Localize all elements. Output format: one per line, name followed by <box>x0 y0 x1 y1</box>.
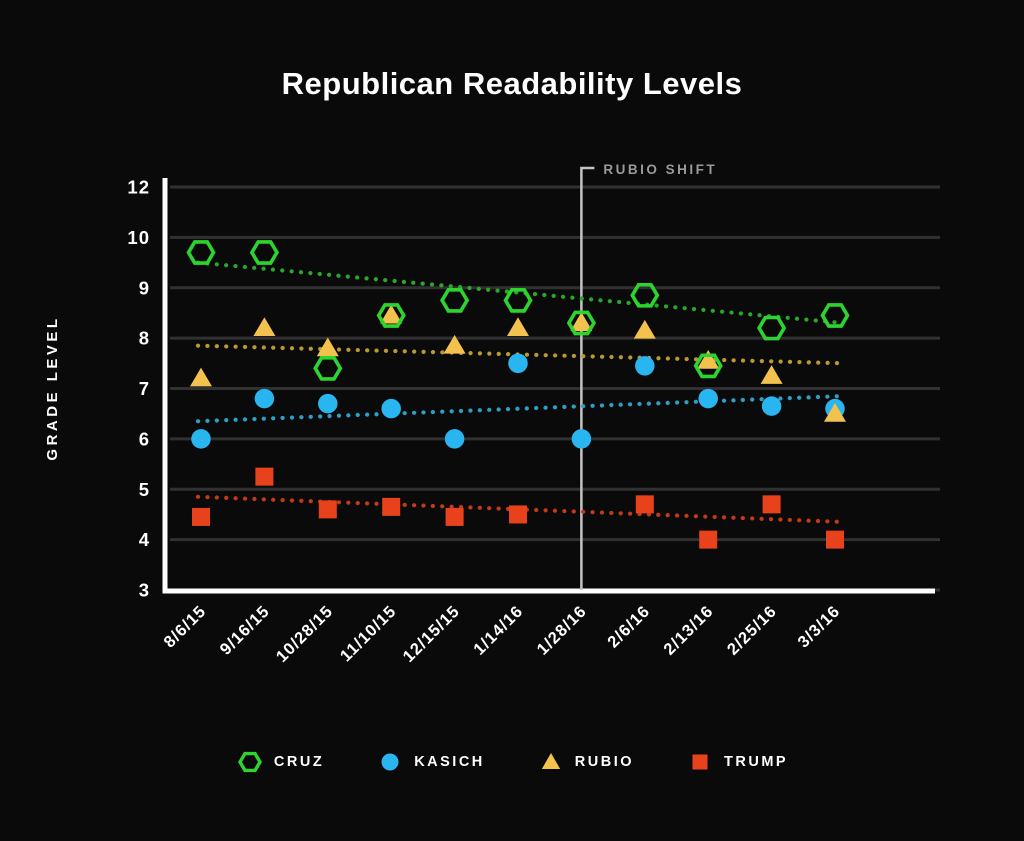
marker-square <box>699 530 718 549</box>
x-tick-label: 1/14/16 <box>470 602 527 659</box>
legend-item-cruz: CRUZ <box>236 750 324 774</box>
x-tick-label: 3/3/16 <box>794 602 843 651</box>
marker-triangle <box>253 317 276 337</box>
x-tick-label: 2/13/16 <box>660 602 717 659</box>
marker-triangle <box>760 365 783 384</box>
marker-square <box>382 497 401 516</box>
x-tick-label: 9/16/15 <box>217 602 274 659</box>
legend-square-glyph <box>692 754 708 770</box>
legend-label: KASICH <box>414 754 485 770</box>
x-tick-label: 12/15/15 <box>400 602 464 666</box>
y-tick-label: 3 <box>139 580 150 601</box>
y-tick-label: 5 <box>139 479 150 500</box>
marker-triangle <box>190 367 212 387</box>
trend-line-kasich <box>195 393 846 424</box>
marker-circle <box>761 396 782 416</box>
x-tick-label: 11/10/15 <box>337 602 400 665</box>
marker-triangle <box>570 312 593 332</box>
marker-triangle <box>443 334 466 354</box>
trend-line-trump <box>195 494 846 525</box>
marker-square <box>635 495 654 514</box>
x-tick-label: 10/28/15 <box>273 602 337 666</box>
hexagon-icon <box>237 751 262 773</box>
marker-triangle <box>507 317 529 337</box>
legend-label: TRUMP <box>724 754 789 770</box>
x-tick-label: 2/6/16 <box>604 602 653 651</box>
chart-title: Republican Readability Levels <box>281 66 743 101</box>
legend-hexagon-glyph <box>237 751 262 773</box>
legend: CRUZ KASICH RUBIO TRUMP <box>0 750 1024 774</box>
marker-circle <box>571 429 592 449</box>
legend-label: RUBIO <box>574 754 635 770</box>
y-tick-label: 6 <box>139 428 150 449</box>
legend-label: CRUZ <box>273 754 325 770</box>
marker-hexagon <box>376 303 406 328</box>
marker-hexagon <box>249 240 279 265</box>
marker-hexagon <box>186 240 216 265</box>
marker-hexagon <box>820 303 850 328</box>
marker-triangle <box>380 304 403 324</box>
x-tick-label: 1/28/16 <box>534 602 591 659</box>
y-tick-label: 8 <box>139 328 150 349</box>
trend-line-cruz <box>195 260 846 326</box>
marker-square <box>826 530 844 549</box>
y-tick-label: 9 <box>139 277 150 298</box>
marker-square <box>192 507 210 526</box>
marker-hexagon <box>566 310 596 336</box>
legend-circle-glyph <box>381 753 399 771</box>
marker-triangle <box>316 337 339 357</box>
annotation-label: RUBIO SHIFT <box>603 162 717 177</box>
y-tick-label: 7 <box>139 378 150 399</box>
legend-item-kasich: KASICH <box>376 750 485 774</box>
y-tick-label: 4 <box>139 529 150 550</box>
marker-triangle <box>697 350 720 369</box>
marker-square <box>445 507 464 526</box>
marker-square <box>318 500 337 519</box>
triangle-icon <box>541 753 560 769</box>
marker-square <box>255 467 274 486</box>
x-tick-label: 8/6/15 <box>160 602 209 651</box>
trend-line-rubio <box>195 343 846 366</box>
y-axis-label: GRADE LEVEL <box>44 315 61 460</box>
legend-item-rubio: RUBIO <box>537 750 634 774</box>
circle-icon <box>381 753 399 771</box>
marker-hexagon <box>503 287 533 313</box>
legend-triangle-glyph <box>541 753 560 769</box>
annotation-line <box>580 166 595 590</box>
marker-circle <box>191 429 211 449</box>
marker-square <box>509 505 527 524</box>
marker-circle <box>635 356 655 376</box>
marker-circle <box>318 393 338 414</box>
marker-hexagon <box>630 282 660 308</box>
x-tick-label: 2/25/16 <box>724 602 781 659</box>
legend-item-trump: TRUMP <box>686 750 788 774</box>
square-icon <box>692 754 708 770</box>
marker-square <box>762 495 781 514</box>
marker-circle <box>444 429 465 449</box>
marker-triangle <box>633 319 656 339</box>
scatter-plot: 12 10 9 8 7 6 5 4 3 8/6/15 9/16/15 10/28/15 11/10/15… <box>44 162 940 666</box>
marker-circle <box>508 353 528 374</box>
marker-hexagon <box>440 287 470 313</box>
y-tick-label: 10 <box>127 227 150 248</box>
y-tick-label: 12 <box>127 177 150 198</box>
marker-circle <box>698 388 718 409</box>
marker-circle <box>254 388 275 409</box>
marker-circle <box>381 398 401 419</box>
marker-hexagon <box>693 353 723 379</box>
marker-triangle <box>824 402 846 422</box>
marker-hexagon <box>313 355 343 381</box>
marker-hexagon <box>757 315 787 341</box>
